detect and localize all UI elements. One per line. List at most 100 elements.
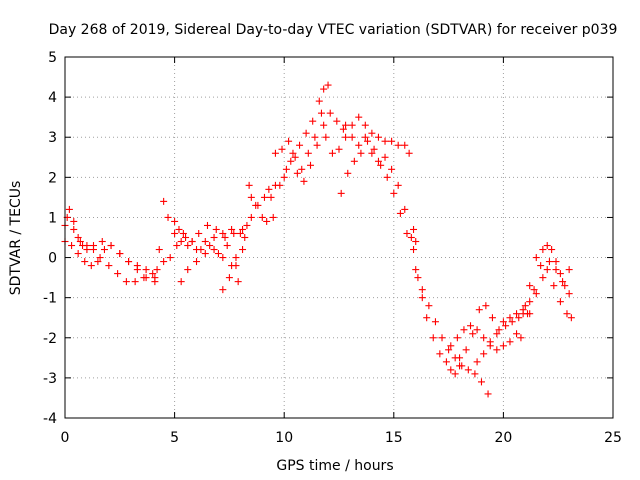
data-point xyxy=(142,266,150,274)
data-point xyxy=(149,270,157,278)
data-point xyxy=(267,193,275,201)
x-tick-label: 25 xyxy=(604,430,622,446)
data-point xyxy=(526,282,534,290)
data-point xyxy=(526,298,534,306)
data-point xyxy=(355,113,363,121)
data-point xyxy=(74,234,82,241)
y-tick-label: 4 xyxy=(48,90,57,106)
data-point xyxy=(464,366,472,374)
data-point xyxy=(236,229,244,237)
data-point xyxy=(324,81,332,89)
data-point xyxy=(499,342,507,350)
tick-labels: 0 5 10 15 20 25 -4 -3 -2 -1 0 1 2 3 4 5 xyxy=(43,50,622,446)
data-point xyxy=(567,314,575,322)
data-point xyxy=(401,141,409,149)
series-track-u xyxy=(473,242,573,366)
data-point xyxy=(388,165,396,173)
data-point xyxy=(342,121,350,129)
data-point xyxy=(260,193,268,201)
data-point xyxy=(160,258,168,266)
data-point xyxy=(311,133,319,141)
data-point xyxy=(171,217,179,225)
data-point xyxy=(552,266,560,274)
data-point xyxy=(436,350,444,358)
data-point xyxy=(171,229,179,237)
data-point xyxy=(410,225,418,233)
series-track-n xyxy=(322,113,420,246)
series-track-e xyxy=(160,229,240,266)
series-track-v xyxy=(517,262,575,342)
data-point xyxy=(532,254,540,262)
chart-title: Day 268 of 2019, Sidereal Day-to-day VTE… xyxy=(49,22,618,38)
data-point xyxy=(545,258,553,266)
data-point xyxy=(486,342,494,350)
data-point xyxy=(317,109,325,117)
data-point xyxy=(543,266,551,274)
data-point xyxy=(258,213,266,221)
data-point xyxy=(328,149,336,157)
data-point xyxy=(493,346,501,354)
data-point xyxy=(271,149,279,157)
data-point xyxy=(429,334,437,342)
data-point xyxy=(179,229,187,237)
data-point xyxy=(556,270,564,278)
y-tick-label: 1 xyxy=(48,210,57,226)
data-point xyxy=(252,201,260,209)
data-point xyxy=(451,370,459,378)
data-point xyxy=(210,246,218,254)
data-point xyxy=(337,189,345,197)
data-point xyxy=(177,278,185,286)
data-point xyxy=(453,334,461,342)
data-point xyxy=(184,242,192,250)
x-tick-label: 5 xyxy=(170,430,179,446)
data-point xyxy=(219,229,227,237)
data-point xyxy=(473,326,481,334)
data-point xyxy=(350,157,358,165)
data-point xyxy=(322,133,330,141)
y-tick-label: -1 xyxy=(43,291,57,307)
data-point xyxy=(405,149,413,157)
x-tick-label: 10 xyxy=(275,430,293,446)
data-point xyxy=(201,238,209,246)
data-point xyxy=(502,322,510,330)
data-point xyxy=(89,242,97,250)
data-point xyxy=(537,262,545,270)
data-point xyxy=(521,302,529,310)
data-point xyxy=(320,85,328,93)
data-point xyxy=(368,129,376,137)
data-point xyxy=(153,266,161,274)
data-point xyxy=(493,330,501,338)
data-point xyxy=(76,238,84,246)
data-point xyxy=(206,242,214,250)
data-point xyxy=(70,225,78,233)
data-point xyxy=(239,225,247,233)
data-point xyxy=(263,217,271,225)
data-point xyxy=(556,298,564,306)
data-point xyxy=(513,310,521,318)
data-point xyxy=(166,254,174,262)
data-point xyxy=(462,346,470,354)
data-point xyxy=(219,254,227,262)
data-point xyxy=(65,205,73,213)
data-point xyxy=(361,121,369,129)
data-point xyxy=(495,326,503,334)
data-point xyxy=(83,246,91,254)
data-point xyxy=(289,149,297,157)
data-point xyxy=(307,161,315,169)
data-point xyxy=(410,246,418,254)
series-track-l xyxy=(271,109,325,173)
data-point xyxy=(245,181,253,189)
data-point xyxy=(381,153,389,161)
data-point xyxy=(160,197,168,205)
y-tick-label: -4 xyxy=(43,411,57,427)
data-point xyxy=(278,145,286,153)
data-point xyxy=(539,246,547,254)
axis-ticks xyxy=(64,56,614,419)
data-point xyxy=(456,354,464,362)
data-point xyxy=(447,342,455,350)
data-point xyxy=(269,213,277,221)
x-axis-label: GPS time / hours xyxy=(276,458,393,474)
data-point xyxy=(467,322,475,330)
data-point xyxy=(293,169,301,177)
